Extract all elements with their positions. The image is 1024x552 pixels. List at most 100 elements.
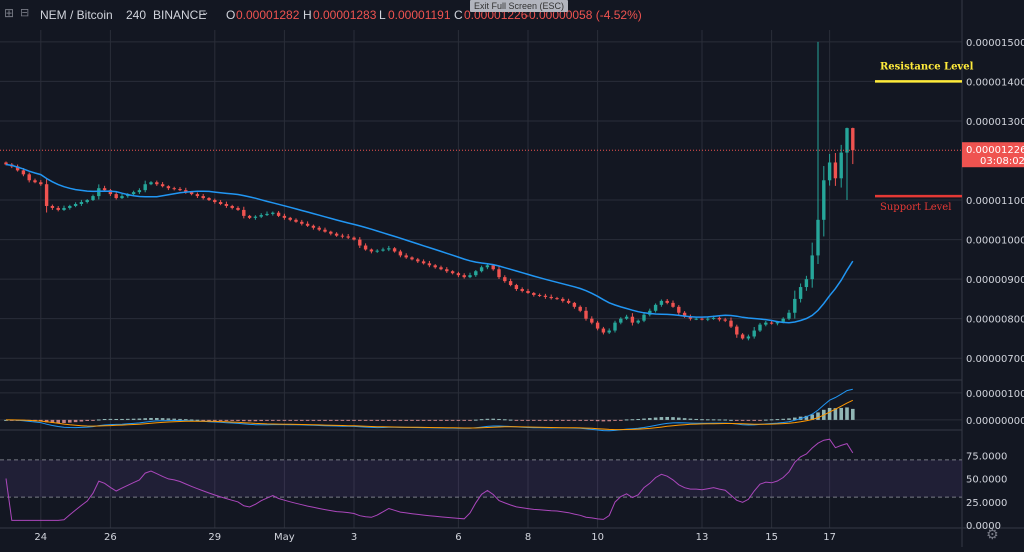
candle-body (682, 312, 687, 317)
candle-body (294, 219, 298, 222)
candle-body (265, 213, 269, 216)
candle-body (827, 162, 832, 181)
candle-body (392, 248, 397, 252)
candle-body (717, 317, 722, 320)
settings-gear-icon[interactable]: ⚙ (986, 526, 999, 542)
candle-body (329, 231, 333, 234)
candle-body (73, 204, 78, 206)
candle-body (468, 275, 472, 278)
candle-body (236, 207, 240, 210)
candle-body (172, 188, 176, 190)
candle-body (218, 202, 223, 204)
macd-histogram-bar (126, 418, 130, 420)
macd-histogram-bar (131, 418, 136, 420)
macd-histogram-bar (851, 408, 855, 420)
macd-histogram-bar (804, 415, 809, 420)
macd-histogram-bar (184, 419, 188, 421)
x-tick-label: 29 (208, 532, 221, 543)
candle-body (421, 261, 426, 264)
candle-body (624, 316, 629, 319)
macd-histogram-bar (839, 407, 843, 420)
macd-histogram-bar (213, 419, 217, 421)
macd-histogram-bar (329, 419, 333, 421)
macd-histogram-bar (816, 412, 820, 420)
candle-body (346, 236, 350, 238)
candle-body (787, 312, 791, 319)
candle-body (700, 318, 704, 320)
candle-body (381, 249, 385, 251)
support-level-label: Support Level (880, 202, 951, 213)
candle-body (91, 196, 95, 201)
rsi-tick-label: 0.0000 (966, 521, 1001, 532)
macd-histogram-bar (416, 419, 420, 421)
macd-histogram-bar (433, 419, 437, 421)
candle-body (33, 180, 37, 183)
candle-body (740, 334, 745, 339)
x-tick-label: 6 (455, 532, 461, 543)
candle-body (677, 306, 681, 313)
macd-histogram-bar (468, 419, 472, 421)
candle-body (427, 263, 432, 266)
candle-body (764, 322, 768, 325)
y-tick-label: 0.00001100 (966, 196, 1024, 207)
candle-body (358, 239, 362, 246)
candle-body (839, 152, 843, 179)
macd-histogram-bar (479, 419, 484, 421)
close-label: C (454, 8, 463, 22)
candle-body (242, 209, 246, 216)
candle-body (804, 279, 809, 288)
candle-body (735, 326, 739, 335)
candle-body (120, 196, 124, 199)
candle-body (543, 295, 548, 297)
low-value: 0.00001191 (388, 8, 451, 22)
rsi-tick-label: 25.0000 (966, 498, 1007, 509)
macd-histogram-bar (485, 418, 490, 420)
candle-body (822, 180, 826, 220)
y-tick-label: 0.00000700 (966, 354, 1024, 365)
macd-histogram-bar (833, 408, 838, 420)
macd-histogram-bar (259, 419, 263, 422)
macd-histogram-bar (653, 417, 658, 420)
candle-body (334, 233, 339, 236)
macd-histogram-bar (294, 419, 298, 421)
rsi-line (5, 438, 854, 521)
exchange-label[interactable]: BINANCE (153, 8, 207, 22)
macd-histogram-bar (555, 419, 559, 421)
macd-histogram-bar (746, 419, 751, 421)
macd-histogram-bar (358, 419, 362, 421)
candle-body (659, 300, 664, 305)
collapse-icon[interactable]: ⊟ (20, 7, 30, 19)
candle-body (44, 184, 49, 206)
candle-body (729, 320, 733, 327)
macd-histogram-bar (578, 419, 582, 421)
macd-histogram-bar (439, 419, 443, 421)
candle-body (178, 188, 182, 191)
macd-histogram-bar (363, 419, 368, 421)
chevron-down-icon[interactable]: ⌄ (201, 7, 210, 18)
candle-body (62, 207, 66, 210)
symbol-label[interactable]: NEM / Bitcoin (40, 8, 113, 22)
candle-body (213, 200, 217, 203)
exit-fullscreen-button[interactable]: Exit Full Screen (ESC) (470, 0, 569, 12)
macd-histogram-bar (387, 419, 391, 421)
candle-body (143, 184, 147, 191)
macd-histogram-bar (845, 407, 849, 420)
candle-body (189, 192, 194, 195)
macd-histogram-bar (62, 419, 66, 424)
interval-label[interactable]: 240 (126, 8, 147, 22)
candle-body (456, 273, 461, 276)
candle-body (810, 255, 814, 280)
macd-histogram-bar (392, 419, 397, 421)
macd-histogram-bar (503, 419, 507, 421)
macd-histogram-bar (514, 419, 519, 421)
macd-histogram-bar (543, 419, 548, 421)
crosshair-icon[interactable]: ⊞ (4, 6, 15, 20)
candle-body (288, 217, 292, 220)
candle-body (247, 215, 252, 218)
candle-body (114, 194, 118, 199)
candle-body (340, 235, 345, 237)
candle-body (4, 162, 8, 165)
candle-body (102, 188, 107, 191)
